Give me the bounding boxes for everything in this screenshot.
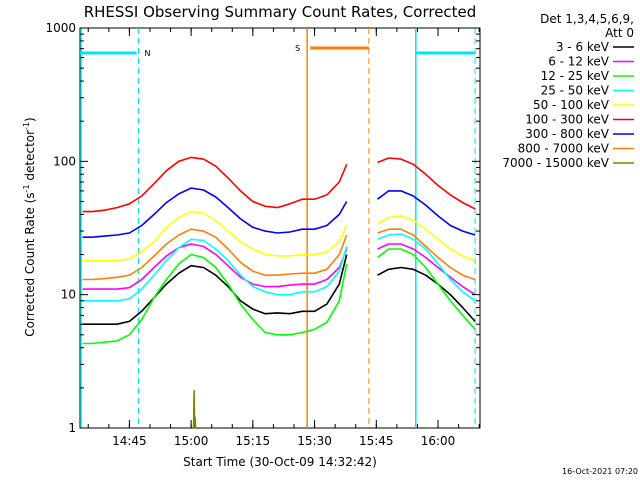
legend-label: 25 - 50 keV xyxy=(541,84,610,98)
observing-periods: NS xyxy=(80,28,476,428)
x-tick-label: 15:30 xyxy=(297,434,332,448)
x-axis-label: Start Time (30-Oct-09 14:32:42) xyxy=(183,455,377,469)
series-line-0 xyxy=(82,254,476,325)
y-tick-label: 10 xyxy=(61,288,76,302)
x-tick-label: 14:45 xyxy=(112,434,147,448)
series-line-6 xyxy=(82,187,476,238)
y-tick-label: 1000 xyxy=(45,21,76,35)
x-tick-label: 15:45 xyxy=(359,434,394,448)
legend-label: 50 - 100 keV xyxy=(533,98,610,112)
legend-label: 100 - 300 keV xyxy=(525,113,609,127)
legend-label: 3 - 6 keV xyxy=(556,40,610,54)
series-group xyxy=(82,156,476,429)
series-line-3 xyxy=(82,233,476,302)
y-tick-label: 1 xyxy=(68,421,76,435)
legend-header-line-2: Att 0 xyxy=(605,26,634,40)
series-line-4 xyxy=(82,210,476,262)
axis-frame xyxy=(79,27,481,429)
plot-frame xyxy=(79,27,481,429)
axis-ticks: 14:45 15:00 15:15 15:30 15:45 16:00 1 10 100 1000 xyxy=(45,21,480,448)
legend-label: 800 - 7000 keV xyxy=(518,142,610,156)
series-line-8 xyxy=(192,390,197,429)
series-line-5 xyxy=(82,156,476,213)
legend-label: 300 - 800 keV xyxy=(525,127,609,141)
chart-title: RHESSI Observing Summary Count Rates, Co… xyxy=(84,3,477,21)
legend-header-line-1: Det 1,3,4,5,6,9, xyxy=(540,12,634,26)
series-line-1 xyxy=(82,243,476,296)
legend-label: 7000 - 15000 keV xyxy=(502,156,609,170)
timestamp: 16-Oct-2021 07:20 xyxy=(562,467,638,476)
legend-label: 6 - 12 keV xyxy=(548,55,610,69)
y-tick-label: 100 xyxy=(53,154,76,168)
y-axis-label: Corrected Count Rate (s-1 detector-1) xyxy=(22,117,37,336)
saa-annotation: S xyxy=(295,44,300,53)
legend-label: 12 - 25 keV xyxy=(541,69,610,83)
series-line-7 xyxy=(82,228,476,281)
x-tick-label: 15:15 xyxy=(236,434,271,448)
x-tick-label: 15:00 xyxy=(174,434,209,448)
x-tick-label: 16:00 xyxy=(421,434,456,448)
night-annotation: N xyxy=(145,49,151,58)
series-line-2 xyxy=(82,248,476,345)
